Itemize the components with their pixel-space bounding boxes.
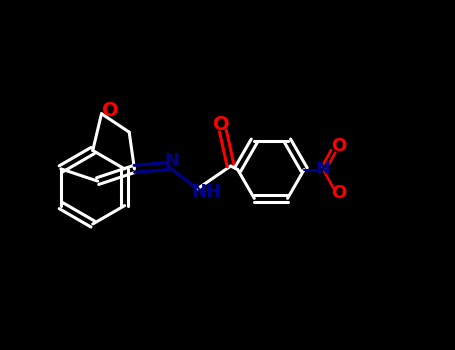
Text: O: O [331,184,346,202]
Text: N: N [165,152,180,170]
Text: N: N [315,160,330,178]
Text: O: O [213,114,229,134]
Text: O: O [102,102,119,120]
Text: O: O [331,137,346,155]
Text: NH: NH [191,183,221,201]
